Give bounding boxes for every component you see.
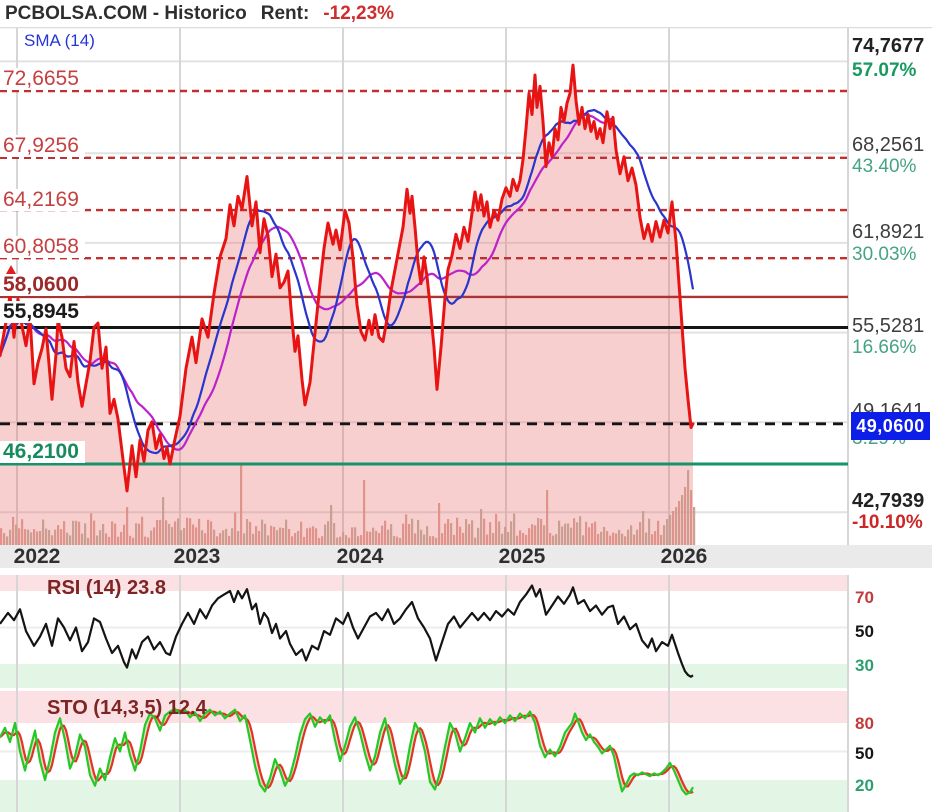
year-label-2026: 2026 — [660, 545, 708, 568]
year-label-2023: 2023 — [173, 545, 221, 568]
rsi-label: RSI (14) 23.8 — [47, 577, 166, 599]
last-price-badge: 49,0600 — [851, 412, 930, 440]
rent-label: Rent: — [260, 2, 310, 24]
year-label-2025: 2025 — [498, 545, 546, 568]
level-label-72: 72,6655 — [0, 68, 85, 90]
level-label-60: 60,8058 — [0, 236, 85, 258]
price-area-fill — [0, 74, 693, 545]
year-label-2022: 2022 — [13, 545, 61, 568]
vertical-gridlines — [0, 26, 932, 812]
right-tick-price-2: 61,8921 — [852, 221, 925, 243]
price-line — [0, 63, 695, 493]
rsi-tick-70: 70 — [855, 588, 874, 607]
sto-k-line — [0, 707, 694, 796]
sto-tick-80: 80 — [855, 714, 874, 733]
title-bar: PCBOLSA.COM - Historico Rent: -12,23% — [0, 0, 932, 27]
rent-value: -12,23% — [323, 2, 395, 24]
level-label-46: 46,2100 — [0, 441, 85, 463]
level-label-58: 58,0600 — [0, 274, 85, 296]
horizontal-gridlines — [0, 60, 848, 753]
right-tick-pct-2: 30.03% — [852, 244, 917, 265]
app-title: PCBOLSA.COM - Historico — [5, 2, 247, 24]
right-tick-price-5: 42,7939 — [852, 490, 925, 512]
alert-arrow-icon — [6, 265, 16, 274]
year-label-2024: 2024 — [336, 545, 384, 568]
level-label-67: 67,9256 — [0, 135, 85, 157]
right-tick-price-0: 74,7677 — [852, 35, 925, 57]
level-label-64: 64,2169 — [0, 189, 85, 211]
right-tick-pct-3: 16.66% — [852, 337, 917, 358]
panel-bands — [0, 545, 932, 812]
sto-tick-20: 20 — [855, 776, 874, 795]
volume-bars — [0, 465, 696, 545]
rsi-line — [0, 584, 694, 678]
sto-label: STO (14,3,5) 12.4 — [47, 697, 207, 719]
sto-tick-50: 50 — [855, 744, 874, 763]
level-label-55: 55,8945 — [0, 301, 85, 323]
rsi-tick-50: 50 — [855, 622, 874, 641]
sma-legend-label: SMA (14) — [24, 31, 95, 50]
right-tick-price-1: 68,2561 — [852, 134, 925, 156]
right-tick-pct-5: -10.10% — [852, 512, 923, 533]
right-tick-price-3: 55,5281 — [852, 315, 925, 337]
right-tick-pct-0: 57.07% — [852, 60, 917, 81]
right-tick-pct-1: 43.40% — [852, 156, 917, 177]
rsi-tick-30: 30 — [855, 656, 874, 675]
